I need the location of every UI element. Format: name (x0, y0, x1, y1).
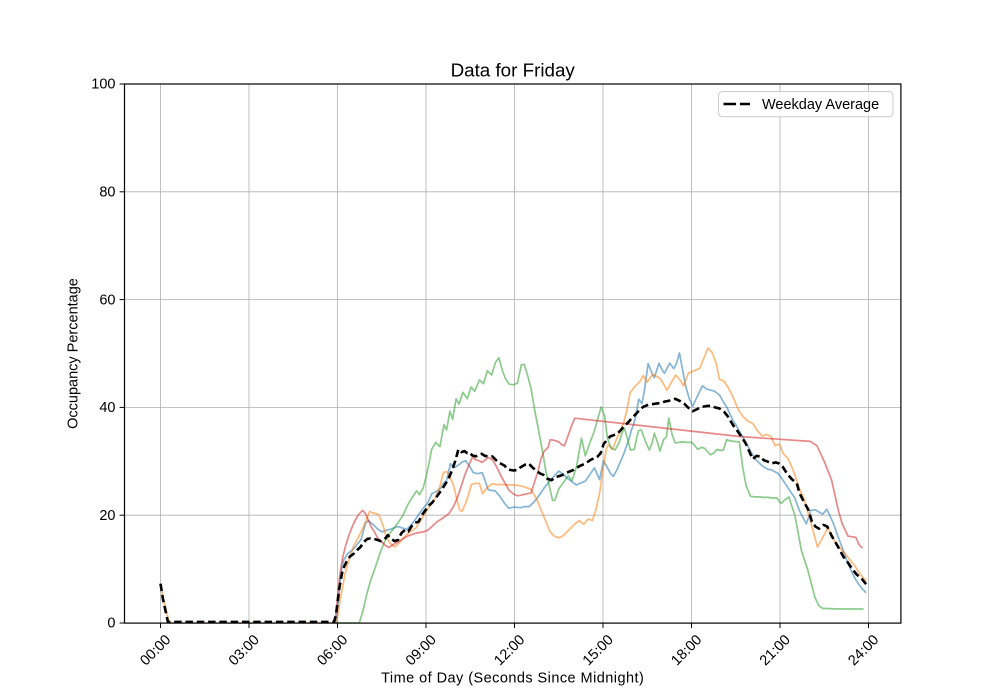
svg-text:80: 80 (99, 185, 115, 201)
svg-text:Occupancy Percentage: Occupancy Percentage (66, 278, 82, 429)
svg-text:40: 40 (99, 400, 115, 416)
svg-text:Data for Friday: Data for Friday (451, 60, 576, 81)
svg-text:100: 100 (91, 77, 115, 93)
svg-text:20: 20 (99, 508, 115, 524)
svg-text:0: 0 (107, 616, 115, 632)
svg-text:Time of Day (Seconds Since Mid: Time of Day (Seconds Since Midnight) (381, 671, 644, 687)
svg-text:Weekday Average: Weekday Average (762, 97, 879, 113)
svg-text:60: 60 (99, 292, 115, 308)
